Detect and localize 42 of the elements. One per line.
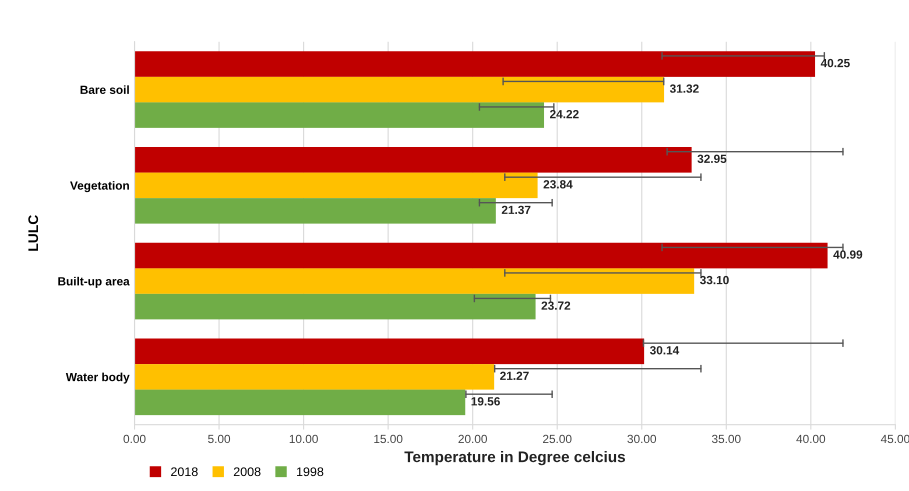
x-tick-label: 10.00	[290, 434, 318, 444]
data-label: 21.27	[500, 372, 529, 380]
x-tick-label: 35.00	[712, 434, 741, 444]
legend-label: 1998	[297, 467, 324, 476]
data-label: 33.10	[700, 276, 729, 284]
x-tick-label: 20.00	[458, 434, 487, 444]
x-tick-label: 30.00	[627, 434, 656, 444]
legend-label: 2008	[234, 467, 261, 476]
bar	[134, 338, 644, 364]
bar	[134, 51, 816, 77]
y-tick-label: Water body	[66, 372, 130, 384]
data-label: 31.32	[670, 84, 699, 93]
data-label: 40.99	[833, 250, 862, 259]
y-tick-label: Built-up area	[58, 276, 130, 288]
x-tick-label: 40.00	[796, 434, 826, 444]
bar	[134, 242, 828, 268]
data-label: 19.56	[472, 397, 500, 406]
data-label: 23.72	[542, 301, 570, 310]
bar	[134, 294, 536, 320]
bar	[134, 364, 494, 390]
bar	[134, 198, 496, 224]
data-label: 21.37	[502, 206, 530, 214]
y-tick-label: Vegetation	[70, 181, 129, 192]
bar	[134, 172, 538, 198]
x-axis-title: Temperature in Degree celcius	[404, 451, 625, 466]
x-tick-label: 0.00	[124, 434, 146, 444]
data-label: 30.14	[650, 346, 680, 354]
x-tick-label: 5.00	[208, 434, 230, 444]
data-label: 32.95	[697, 154, 726, 164]
y-tick-label: Bare soil	[80, 85, 129, 94]
bar	[134, 147, 692, 173]
bar	[134, 390, 466, 416]
bar	[134, 102, 544, 128]
bar	[134, 268, 694, 294]
legend-label: 2018	[171, 467, 198, 476]
y-axis-title: LULC	[28, 215, 38, 251]
x-tick-label: 25.00	[543, 434, 572, 444]
data-label: 24.22	[550, 110, 579, 118]
data-label: 23.84	[544, 180, 573, 189]
data-label: 40.25	[820, 58, 850, 68]
bar	[134, 76, 664, 102]
x-tick-label: 15.00	[374, 434, 402, 444]
